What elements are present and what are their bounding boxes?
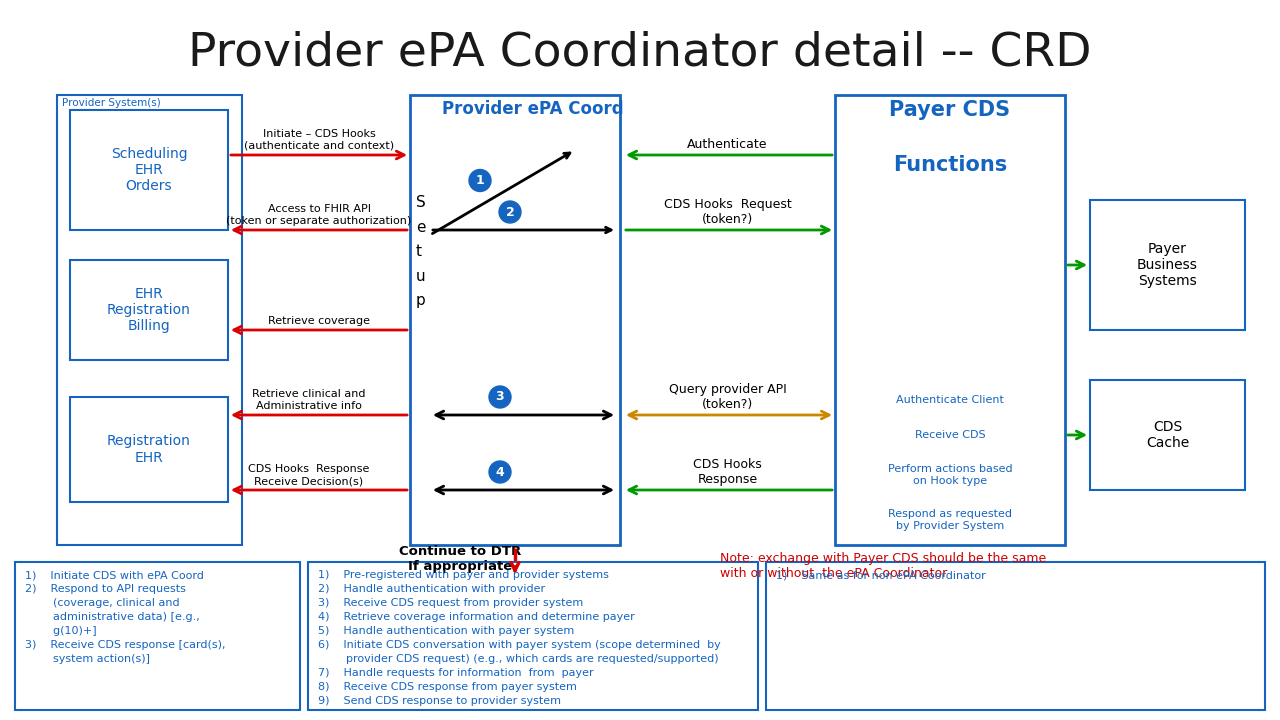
Text: Provider ePA Coordinator detail -- CRD: Provider ePA Coordinator detail -- CRD [188,30,1092,75]
Bar [70,110,228,230]
Text: 1)    Pre-registered with payer and provider systems
2)    Handle authentication: 1) Pre-registered with payer and provide… [317,570,721,706]
Text: CDS
Cache: CDS Cache [1146,420,1189,450]
Bar [1091,380,1245,490]
Text: Respond as requested
by Provider System: Respond as requested by Provider System [888,509,1012,531]
Text: Query provider API
(token?): Query provider API (token?) [668,383,786,411]
Text: 1)    Same as for non ePA Coordinator: 1) Same as for non ePA Coordinator [776,570,986,580]
Circle shape [499,201,521,223]
Text: 2: 2 [506,205,515,218]
Text: Payer
Business
Systems: Payer Business Systems [1137,242,1198,288]
Text: CDS Hooks  Response
Receive Decision(s): CDS Hooks Response Receive Decision(s) [248,464,370,486]
Bar [410,95,620,545]
Bar [15,562,300,710]
Text: Authenticate: Authenticate [687,138,768,151]
Text: Note: exchange with Payer CDS should be the same
with or without  the ePA Coordi: Note: exchange with Payer CDS should be … [719,552,1046,580]
Text: 3: 3 [495,390,504,403]
Circle shape [489,386,511,408]
Text: Provider System(s): Provider System(s) [61,98,161,108]
Bar [70,260,228,360]
Bar [765,562,1265,710]
Text: 4: 4 [495,466,504,479]
Text: CDS Hooks
Response: CDS Hooks Response [694,458,762,486]
Text: CDS Hooks  Request
(token?): CDS Hooks Request (token?) [663,198,791,226]
Circle shape [468,169,492,192]
Text: Authenticate Client: Authenticate Client [896,395,1004,405]
Text: Retrieve coverage: Retrieve coverage [268,316,370,326]
Text: Initiate – CDS Hooks
(authenticate and context): Initiate – CDS Hooks (authenticate and c… [244,130,394,151]
Text: Payer CDS: Payer CDS [890,100,1011,120]
Text: 1)    Initiate CDS with ePA Coord
2)    Respond to API requests
        (coverag: 1) Initiate CDS with ePA Coord 2) Respon… [26,570,225,664]
Text: Access to FHIR API
(token or separate authorization): Access to FHIR API (token or separate au… [227,204,412,226]
Text: 1: 1 [476,174,484,187]
Text: Provider ePA Coord: Provider ePA Coord [442,100,623,118]
Text: Retrieve clinical and
Administrative info: Retrieve clinical and Administrative inf… [252,390,366,411]
Text: Functions: Functions [893,155,1007,175]
Bar [70,397,228,502]
Text: Registration
EHR: Registration EHR [108,434,191,464]
Text: Continue to DTR
If appropriate: Continue to DTR If appropriate [399,545,521,573]
Circle shape [489,461,511,483]
Text: Receive CDS: Receive CDS [915,430,986,440]
Text: S
e
t
u
p: S e t u p [416,195,426,308]
Text: Scheduling
EHR
Orders: Scheduling EHR Orders [110,147,187,193]
Text: Perform actions based
on Hook type: Perform actions based on Hook type [888,464,1012,486]
Bar [835,95,1065,545]
Bar [308,562,758,710]
Bar [58,95,242,545]
Bar [1091,200,1245,330]
Text: EHR
Registration
Billing: EHR Registration Billing [108,287,191,333]
